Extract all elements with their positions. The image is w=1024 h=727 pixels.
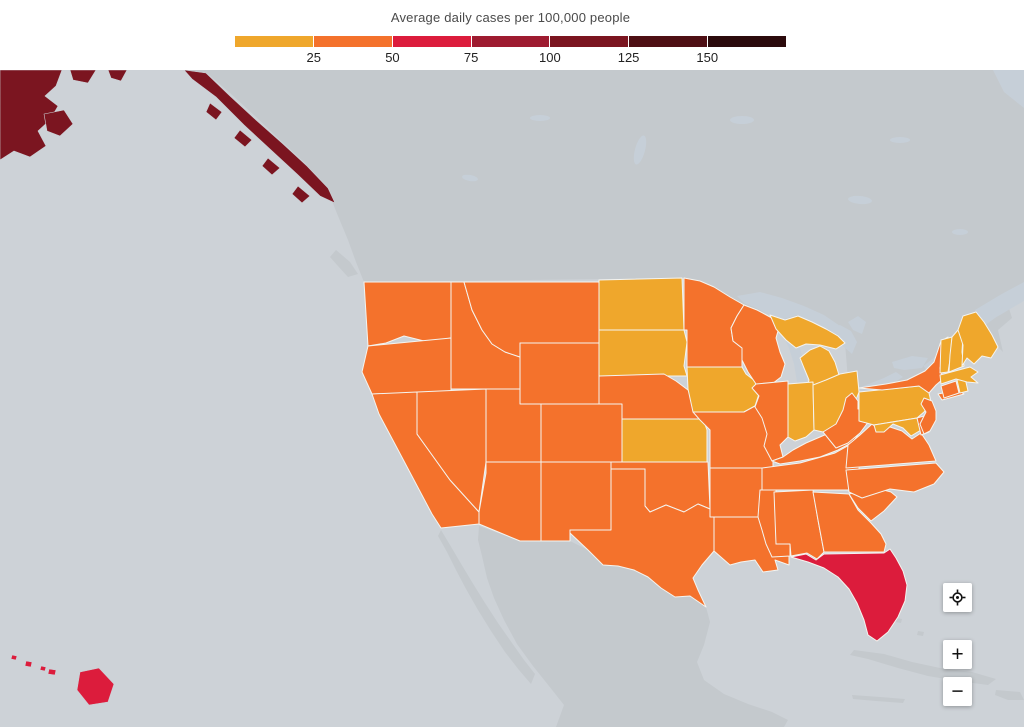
state-hi[interactable] — [39, 665, 47, 672]
state-hi[interactable] — [24, 660, 33, 668]
legend-color-bar — [235, 36, 787, 47]
legend-tick-label: 75 — [463, 50, 479, 65]
state-wv[interactable] — [822, 392, 873, 449]
mexico-landmass — [478, 526, 788, 727]
st-lawrence-estuary — [975, 282, 1024, 322]
legend-segment-75-100 — [471, 36, 550, 47]
state-nm[interactable] — [540, 461, 612, 542]
state-nc[interactable] — [845, 462, 945, 499]
state-co[interactable] — [540, 403, 623, 463]
legend-tick-label: 50 — [385, 50, 400, 65]
state-ak[interactable] — [291, 185, 311, 204]
locate-icon — [949, 589, 966, 606]
lake-superior — [737, 292, 847, 340]
legend-tick-label: 125 — [617, 50, 640, 65]
gulf-of-st-lawrence — [993, 70, 1024, 108]
small-lake — [952, 229, 968, 235]
legend-segment-0-25 — [235, 36, 313, 47]
state-ak[interactable] — [107, 69, 128, 82]
state-va[interactable] — [845, 423, 937, 469]
state-ks[interactable] — [621, 418, 708, 463]
legend-tick-label: 150 — [696, 50, 719, 65]
small-lake — [730, 116, 754, 124]
state-nj[interactable] — [919, 397, 937, 435]
hispaniola-island — [995, 690, 1024, 700]
vancouver-island — [330, 250, 358, 277]
state-fl[interactable] — [790, 548, 908, 642]
state-hi[interactable] — [10, 654, 18, 661]
state-ak[interactable] — [0, 69, 63, 161]
legend-segment-100-125 — [550, 36, 629, 47]
locate-button[interactable] — [943, 583, 972, 612]
state-ak[interactable] — [205, 102, 223, 121]
state-ak[interactable] — [233, 129, 253, 148]
canada-landmass — [184, 70, 1024, 388]
state-ak[interactable] — [43, 109, 74, 137]
state-in[interactable] — [787, 381, 815, 442]
legend-segment-50-75 — [392, 36, 471, 47]
state-sd[interactable] — [598, 329, 688, 377]
small-lake — [848, 195, 872, 205]
state-ak[interactable] — [261, 157, 281, 176]
small-lake — [890, 137, 910, 143]
state-hi[interactable] — [47, 668, 57, 676]
legend-tick-labels: 25 50 75 100 125 150 — [235, 50, 786, 66]
legend-tick-label: 25 — [306, 50, 321, 65]
state-tx[interactable] — [569, 468, 715, 608]
small-lake — [633, 135, 647, 165]
state-wa[interactable] — [363, 281, 452, 347]
state-nd[interactable] — [598, 277, 685, 331]
legend-segment-125-150 — [629, 36, 708, 47]
jamaica-island — [852, 695, 905, 703]
state-wy[interactable] — [519, 342, 600, 405]
legend-panel: Average daily cases per 100,000 people 2… — [0, 0, 1024, 70]
lake-ontario — [892, 356, 928, 370]
state-ma[interactable] — [939, 366, 979, 385]
bahamas-3 — [917, 631, 924, 636]
small-lake — [530, 115, 550, 121]
legend-segment-150+ — [708, 36, 787, 47]
state-ct[interactable] — [940, 380, 960, 399]
cuba-island — [850, 650, 996, 685]
state-me[interactable] — [957, 311, 999, 367]
state-mi[interactable] — [769, 314, 846, 350]
state-ga[interactable] — [812, 491, 887, 553]
state-ak[interactable] — [69, 69, 97, 84]
state-hi[interactable] — [76, 667, 115, 706]
legend-tick-label: 100 — [538, 50, 561, 65]
legend-segment-25-50 — [313, 36, 392, 47]
small-lake — [462, 174, 478, 182]
state-ia[interactable] — [686, 366, 760, 413]
state-ak[interactable] — [183, 69, 336, 204]
legend-title: Average daily cases per 100,000 people — [390, 10, 631, 25]
state-or[interactable] — [361, 337, 452, 395]
baja-peninsula — [438, 530, 535, 684]
georgian-bay — [848, 316, 866, 334]
zoom-out-button[interactable]: − — [943, 677, 972, 706]
zoom-in-button[interactable]: + — [943, 640, 972, 669]
